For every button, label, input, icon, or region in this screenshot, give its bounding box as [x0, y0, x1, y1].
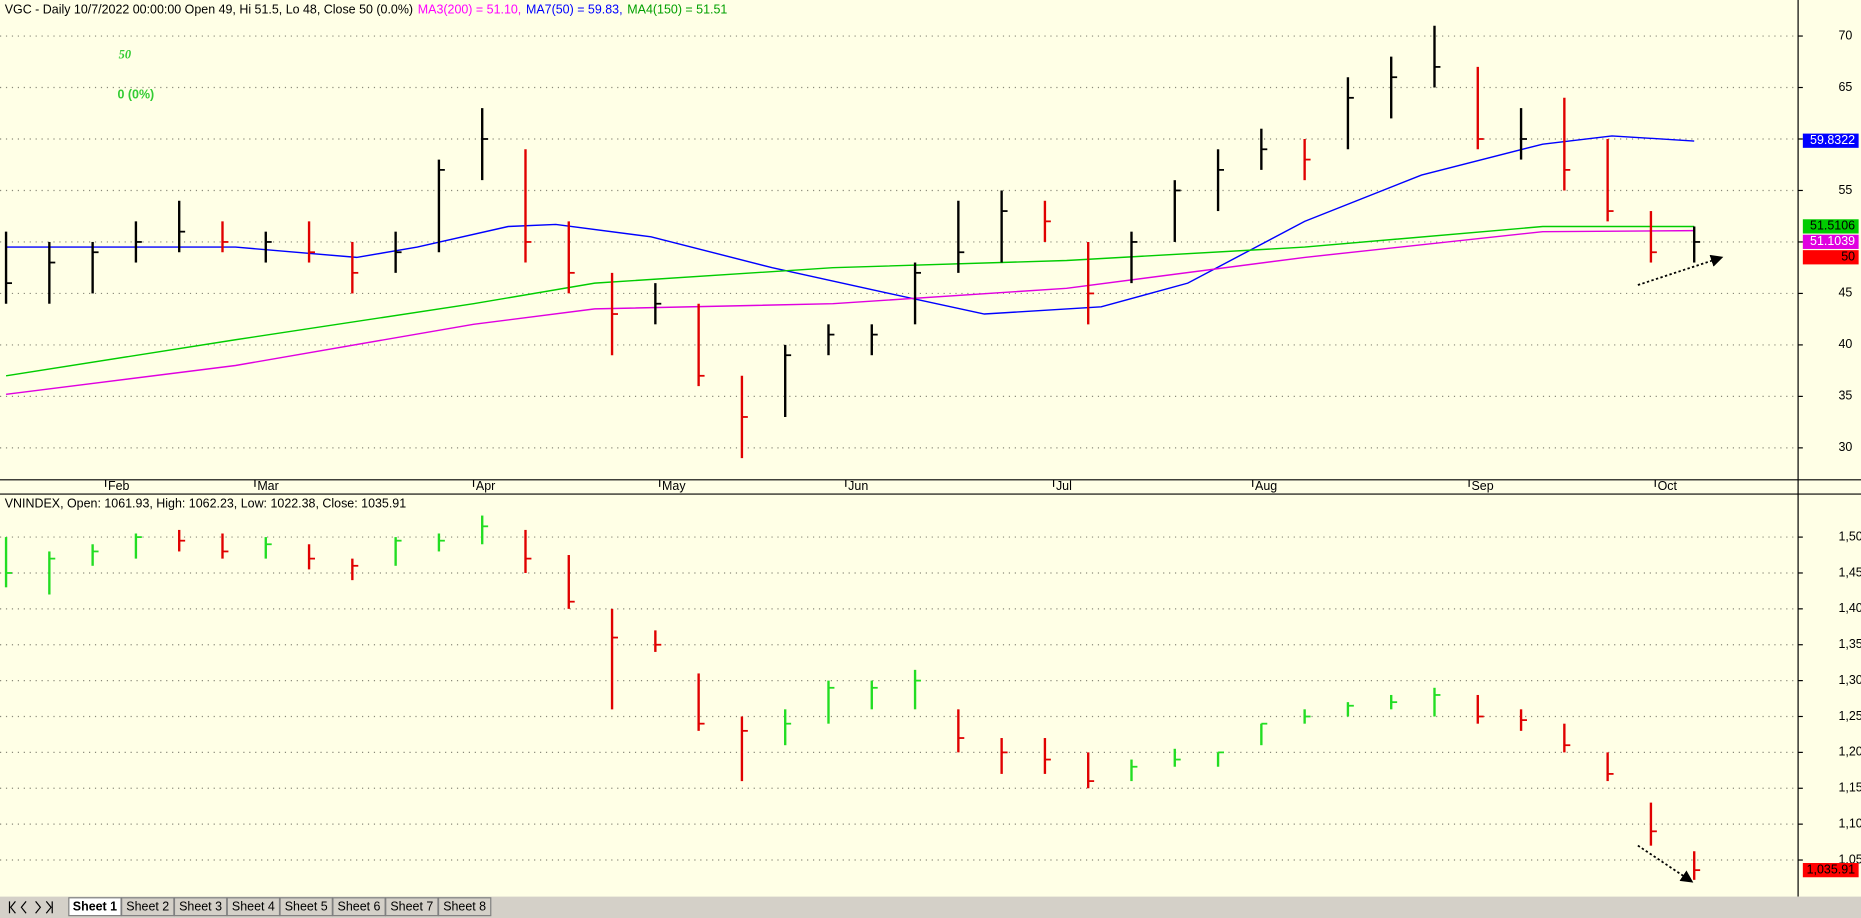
price-badge: [1802, 234, 1859, 249]
y-tick-label: 70: [1838, 28, 1852, 42]
moving-average: [5, 225, 1695, 377]
price-badge: [1802, 133, 1859, 148]
trend-arrow: [1637, 254, 1724, 286]
y-tick-label: 1,100: [1838, 816, 1861, 830]
y-tick-label: 65: [1838, 80, 1852, 94]
sheet-tab-label[interactable]: Sheet 3: [179, 900, 222, 914]
change-label: 0 (0%): [117, 87, 154, 101]
y-tick-label: 1,300: [1838, 673, 1861, 687]
x-tick-label: May: [662, 479, 686, 493]
price-badge: [1802, 250, 1859, 265]
sheet-tab-label[interactable]: Sheet 4: [232, 900, 275, 914]
sheet-tab-label[interactable]: Sheet 5: [285, 900, 328, 914]
sheet-tab-label[interactable]: Sheet 2: [126, 900, 169, 914]
header-text: MA7(50) = 59.83,: [526, 3, 623, 17]
sheet-tab-label[interactable]: Sheet 6: [338, 900, 381, 914]
y-tick-label: 1,350: [1838, 637, 1861, 651]
price-badge-label: 51.1039: [1810, 234, 1855, 248]
y-tick-label: 1,500: [1838, 529, 1861, 543]
price-badge-label: 50: [1841, 250, 1855, 264]
header-text: MA4(150) = 51.51: [627, 3, 727, 17]
trend-arrow: [1637, 844, 1694, 883]
x-tick-label: Jun: [848, 479, 868, 493]
x-tick-label: Mar: [257, 479, 278, 493]
sheet-tab-label[interactable]: Sheet 7: [390, 900, 433, 914]
y-tick-label: 40: [1838, 337, 1852, 351]
y-tick-label: 30: [1838, 440, 1852, 454]
x-tick-label: Feb: [108, 479, 130, 493]
price-badge: [1802, 863, 1859, 878]
header-text: MA3(200) = 51.10,: [418, 3, 521, 17]
moving-average: [5, 229, 1695, 396]
date-axis: [0, 479, 1799, 495]
panel-header: VNINDEX, Open: 1061.93, High: 1062.23, L…: [5, 497, 406, 511]
header-text: VGC - Daily 10/7/2022 00:00:00 Open 49, …: [5, 3, 413, 17]
header-text: VNINDEX, Open: 1061.93, High: 1062.23, L…: [5, 497, 406, 511]
y-tick-label: 1,400: [1838, 601, 1861, 615]
y-tick-label: 1,200: [1838, 745, 1861, 759]
x-tick-label: Aug: [1255, 479, 1277, 493]
x-tick-label: Oct: [1658, 479, 1678, 493]
sheet-tabs: Sheet 1 Sheet 2 Sheet 3 Sheet 4 Sheet 5 Sheet…: [0, 896, 1861, 918]
x-tick-label: Jul: [1056, 479, 1072, 493]
price-badge: [1802, 219, 1859, 234]
y-tick-label: 1,150: [1838, 781, 1861, 795]
price-badge-label: 59.8322: [1810, 133, 1855, 147]
moving-average: [6, 135, 1695, 315]
price-badge-label: 51.5106: [1810, 219, 1855, 233]
y-tick-label: 45: [1838, 286, 1852, 300]
sheet-tab-label[interactable]: Sheet 8: [443, 900, 486, 914]
panel-header: VGC - Daily 10/7/2022 00:00:00 Open 49, …: [5, 3, 728, 17]
sheet-tab-label[interactable]: Sheet 1: [73, 900, 117, 914]
sheet-tab[interactable]: [437, 897, 492, 917]
price-badge-label: 1,035.91: [1807, 862, 1856, 876]
y-tick-label: 35: [1838, 389, 1852, 403]
big-label: 50: [119, 48, 131, 62]
x-tick-label: Sep: [1471, 479, 1493, 493]
y-tick-label: 1,250: [1838, 709, 1861, 723]
tab-nav[interactable]: [8, 901, 53, 914]
y-tick-label: 1,050: [1838, 852, 1861, 866]
x-tick-label: Apr: [476, 479, 495, 493]
y-tick-label: 1,450: [1838, 565, 1861, 579]
y-tick-label: 55: [1838, 183, 1852, 197]
